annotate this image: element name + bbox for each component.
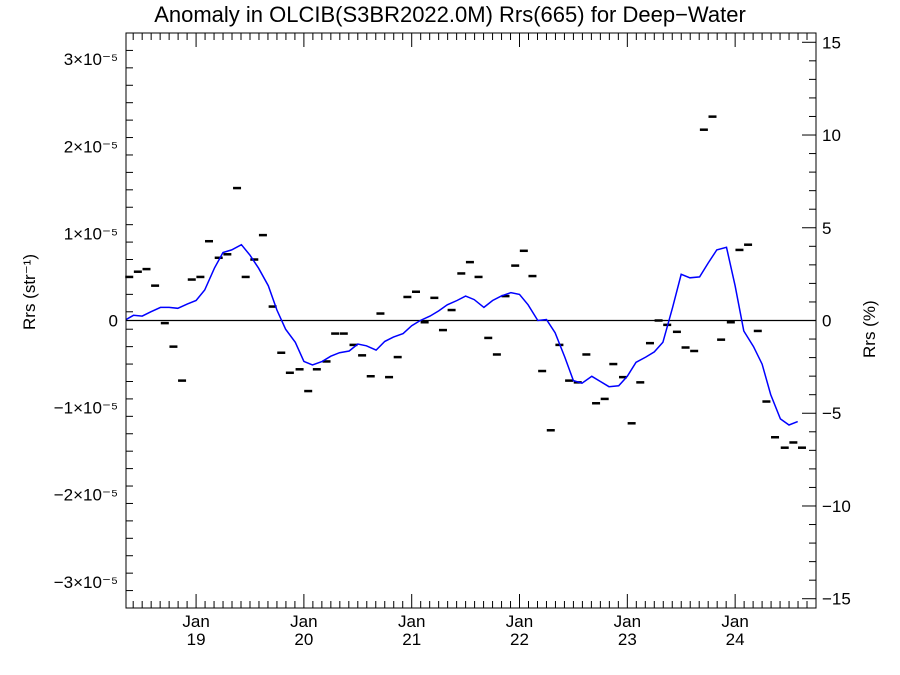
x-tick-label-month: Jan [290, 612, 317, 631]
y-tick-label-right: −15 [822, 590, 851, 609]
x-tick-label-month: Jan [182, 612, 209, 631]
y-tick-label-left: 1×10⁻⁵ [64, 224, 118, 243]
y-tick-label-right: 10 [822, 126, 841, 145]
x-tick-label-month: Jan [614, 612, 641, 631]
x-tick-label-year: 20 [294, 630, 313, 649]
y-tick-label-left: 2×10⁻⁵ [64, 137, 118, 156]
y-tick-label-left: −1×10⁻⁵ [54, 399, 118, 418]
y-tick-label-right: 5 [822, 219, 831, 238]
x-tick-label-year: 24 [726, 630, 745, 649]
y-tick-label-right: 15 [822, 33, 841, 52]
x-tick-label-year: 19 [187, 630, 206, 649]
y-tick-label-left: 0 [109, 312, 118, 331]
x-tick-label-month: Jan [398, 612, 425, 631]
x-tick-label-year: 21 [402, 630, 421, 649]
y-tick-label-right: −5 [822, 404, 841, 423]
x-tick-label-month: Jan [506, 612, 533, 631]
y-tick-label-left: −2×10⁻⁵ [54, 486, 118, 505]
smoothed-anomaly-line [125, 243, 798, 426]
x-tick-label-year: 22 [510, 630, 529, 649]
y-tick-label-left: 3×10⁻⁵ [64, 50, 118, 69]
chart-title: Anomaly in OLCIB(S3BR2022.0M) Rrs(665) f… [154, 2, 746, 27]
x-tick-label-year: 23 [618, 630, 637, 649]
y-tick-label-right: −10 [822, 497, 851, 516]
y-tick-label-right: 0 [822, 312, 831, 331]
x-tick-label-month: Jan [721, 612, 748, 631]
y-tick-label-left: −3×10⁻⁵ [54, 573, 118, 592]
